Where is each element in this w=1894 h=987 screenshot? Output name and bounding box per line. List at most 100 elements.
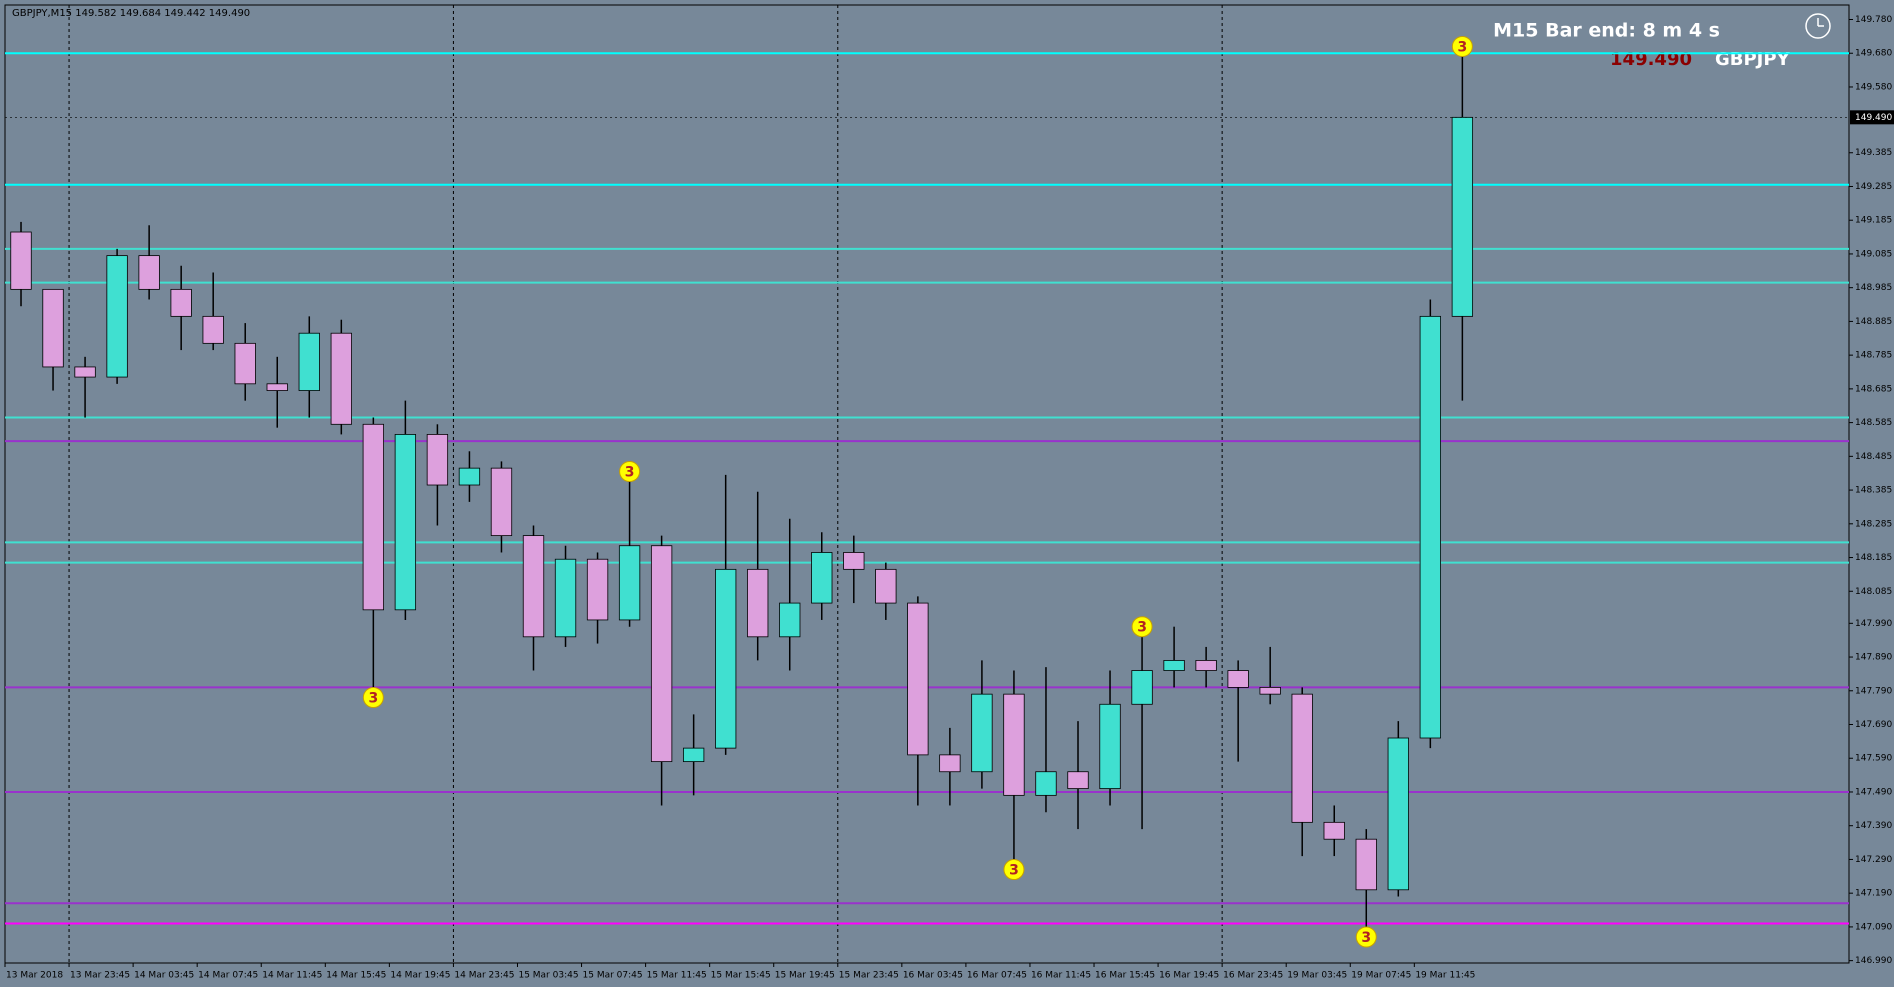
signal-label: 3 [1137, 620, 1147, 636]
y-tick-label: 148.785 [1855, 351, 1892, 361]
candle-body [939, 754, 961, 773]
y-tick-label: 149.780 [1855, 15, 1892, 25]
y-tick-label: 147.290 [1855, 855, 1892, 865]
candle-body [394, 434, 417, 611]
price-label: 149.490 [1610, 49, 1692, 70]
symbol: GBPJPY [1715, 49, 1791, 70]
plot-frame [4, 4, 1850, 964]
x-tick-label: 15 Mar 03:45 [518, 971, 578, 981]
x-tick-label: 14 Mar 15:45 [326, 971, 386, 981]
y-tick-label: 147.090 [1855, 922, 1892, 932]
candle-body [618, 545, 641, 621]
y-tick-label: 148.585 [1855, 418, 1892, 428]
signal-label: 3 [1009, 863, 1019, 879]
x-tick-label: 13 Mar 23:45 [70, 971, 130, 981]
y-tick-label: 146.990 [1855, 956, 1892, 966]
candle-body [875, 568, 897, 604]
candle-body [426, 434, 449, 486]
x-tick-label: 16 Mar 07:45 [967, 971, 1027, 981]
x-tick-label: 14 Mar 11:45 [262, 971, 322, 981]
bar-timer: M15 Bar end: 8 m 4 s [1493, 20, 1720, 42]
x-tick-label: 16 Mar 03:45 [903, 971, 963, 981]
candle-body [1355, 838, 1377, 891]
signal-marker [1451, 35, 1473, 57]
candle-body [843, 552, 865, 570]
candle-body [362, 423, 384, 611]
y-tick-label: 149.185 [1855, 216, 1892, 226]
x-tick-label: 14 Mar 19:45 [390, 971, 450, 981]
signal-marker [1003, 859, 1025, 881]
candle-body [811, 552, 833, 604]
x-tick-label: 16 Mar 11:45 [1031, 971, 1091, 981]
candle-body [10, 231, 32, 290]
candle-body [330, 332, 352, 425]
chart-title: GBPJPY,M15 149.582 149.684 149.442 149.4… [12, 8, 250, 19]
x-tick-label: 13 Mar 2018 [6, 971, 63, 981]
candle-body [779, 602, 801, 638]
candle-body [1195, 660, 1217, 671]
x-tick-label: 15 Mar 23:45 [839, 971, 899, 981]
y-tick-label: 147.490 [1855, 787, 1892, 797]
candle-body [1067, 771, 1089, 790]
candle-body [747, 568, 769, 638]
signal-marker [362, 687, 384, 709]
candle-body [138, 255, 160, 290]
candle-body [1387, 737, 1409, 891]
x-tick-label: 16 Mar 19:45 [1159, 971, 1219, 981]
candle-body [170, 288, 192, 317]
x-tick-label: 14 Mar 07:45 [198, 971, 258, 981]
candle-body [490, 467, 513, 537]
y-tick-label: 149.580 [1855, 82, 1892, 92]
candle-body [458, 467, 481, 486]
signal-marker [1355, 926, 1377, 948]
candle-body [234, 342, 256, 385]
signal-marker [619, 461, 641, 483]
y-tick-label: 147.790 [1855, 686, 1892, 696]
candle-body [1227, 670, 1249, 688]
y-tick-label: 149.285 [1855, 182, 1892, 192]
candle-body [650, 545, 673, 763]
candle-body [1419, 315, 1441, 739]
candle-body [715, 568, 737, 749]
candle-body [1259, 687, 1281, 695]
y-tick-label: 147.690 [1855, 720, 1892, 730]
x-tick-label: 15 Mar 15:45 [711, 971, 771, 981]
candle-body [1291, 693, 1313, 823]
signal-marker [1131, 616, 1153, 638]
clock-icon [1805, 13, 1831, 39]
candle-body [202, 315, 224, 344]
y-tick-label: 148.485 [1855, 452, 1892, 462]
candle-body [106, 255, 128, 378]
x-tick-label: 19 Mar 11:45 [1415, 971, 1475, 981]
x-tick-label: 15 Mar 07:45 [583, 971, 643, 981]
y-tick-label: 148.385 [1855, 486, 1892, 496]
x-tick-label: 15 Mar 19:45 [775, 971, 835, 981]
candle-body [1323, 821, 1345, 840]
current-price-box [1850, 110, 1894, 125]
signal-label: 3 [625, 465, 635, 481]
candle-body [1035, 771, 1057, 796]
candle-body [1131, 670, 1153, 705]
signal-label: 3 [1361, 930, 1371, 946]
candle-body [1163, 660, 1185, 671]
x-tick-label: 16 Mar 15:45 [1095, 971, 1155, 981]
y-tick-label: 148.085 [1855, 587, 1892, 597]
candle-body [298, 332, 320, 391]
x-tick-label: 14 Mar 23:45 [454, 971, 514, 981]
candle-body [971, 693, 993, 773]
y-tick-label: 147.390 [1855, 821, 1892, 831]
y-tick-label: 147.990 [1855, 619, 1892, 629]
y-tick-label: 149.385 [1855, 148, 1892, 158]
y-tick-label: 148.685 [1855, 384, 1892, 394]
x-tick-label: 19 Mar 03:45 [1287, 971, 1347, 981]
y-tick-label: 147.590 [1855, 754, 1892, 764]
candle-body [74, 366, 96, 378]
x-tick-label: 14 Mar 03:45 [134, 971, 194, 981]
candle-body [554, 558, 577, 638]
candle-body [42, 288, 64, 368]
candle-body [586, 558, 609, 621]
current-price-label: 149.490 [1855, 113, 1892, 123]
y-tick-label: 149.680 [1855, 49, 1892, 59]
signal-label: 3 [1457, 39, 1467, 55]
